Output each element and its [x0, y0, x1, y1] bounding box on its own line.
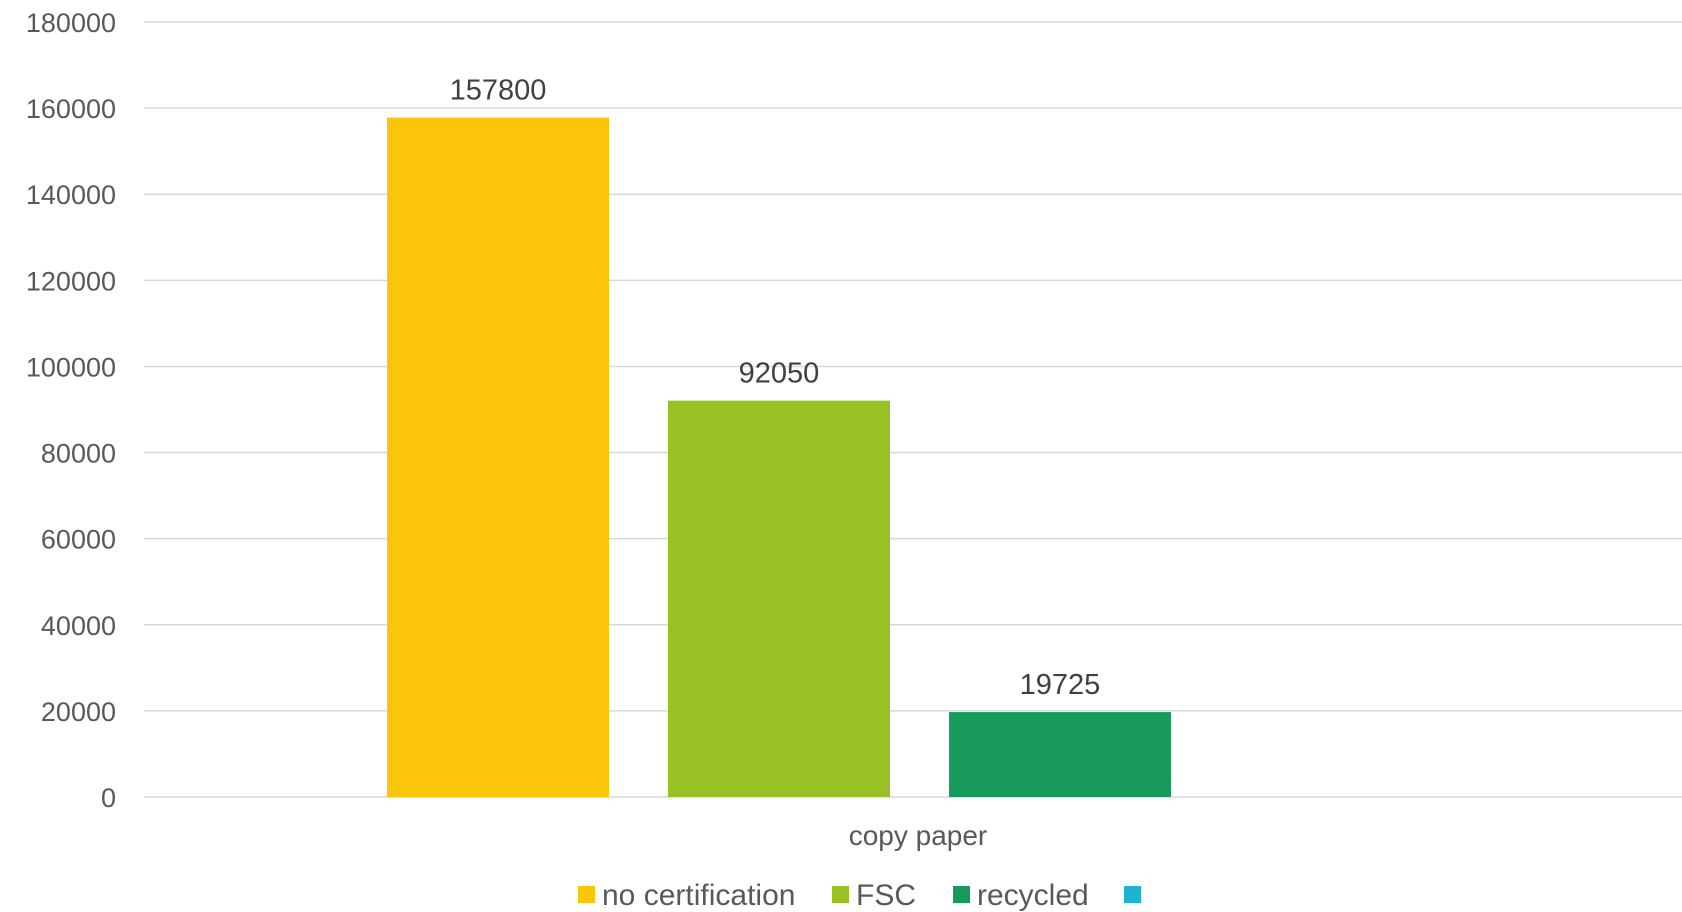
y-tick-label-8: 160000 — [26, 94, 116, 124]
y-tick-label-1: 20000 — [41, 697, 116, 727]
y-tick-label-5: 100000 — [26, 352, 116, 382]
data-label-2: 19725 — [1020, 669, 1101, 701]
y-tick-label-4: 80000 — [41, 439, 116, 469]
data-labels: 157800 92050 19725 — [450, 75, 1101, 701]
y-tick-label-9: 180000 — [26, 8, 116, 38]
bar-recycled — [949, 712, 1171, 797]
legend-label-1: FSC — [856, 879, 916, 912]
bar-no-certification — [387, 117, 609, 798]
legend: no certification FSC recycled — [578, 879, 1141, 912]
x-category-label-0: copy paper — [849, 820, 988, 851]
y-tick-label-2: 40000 — [41, 611, 116, 641]
y-tick-label-6: 120000 — [26, 266, 116, 296]
x-axis: copy paper — [849, 820, 988, 851]
y-tick-label-0: 0 — [101, 783, 116, 813]
bars — [387, 117, 1171, 798]
gridlines — [144, 21, 1682, 798]
legend-swatch-2 — [953, 886, 970, 903]
data-label-0: 157800 — [450, 75, 547, 107]
bar-FSC — [668, 400, 890, 797]
legend-label-0: no certification — [602, 879, 795, 912]
legend-swatch-0 — [578, 886, 595, 903]
y-axis-tick-labels: 0 20000 40000 60000 80000 100000 120000 140000 1… — [26, 8, 116, 813]
legend-swatch-1 — [832, 886, 849, 903]
legend-label-2: recycled — [977, 879, 1089, 912]
data-label-1: 92050 — [739, 358, 820, 390]
legend-swatch-3 — [1124, 886, 1141, 903]
y-tick-label-3: 60000 — [41, 525, 116, 555]
y-tick-label-7: 140000 — [26, 180, 116, 210]
